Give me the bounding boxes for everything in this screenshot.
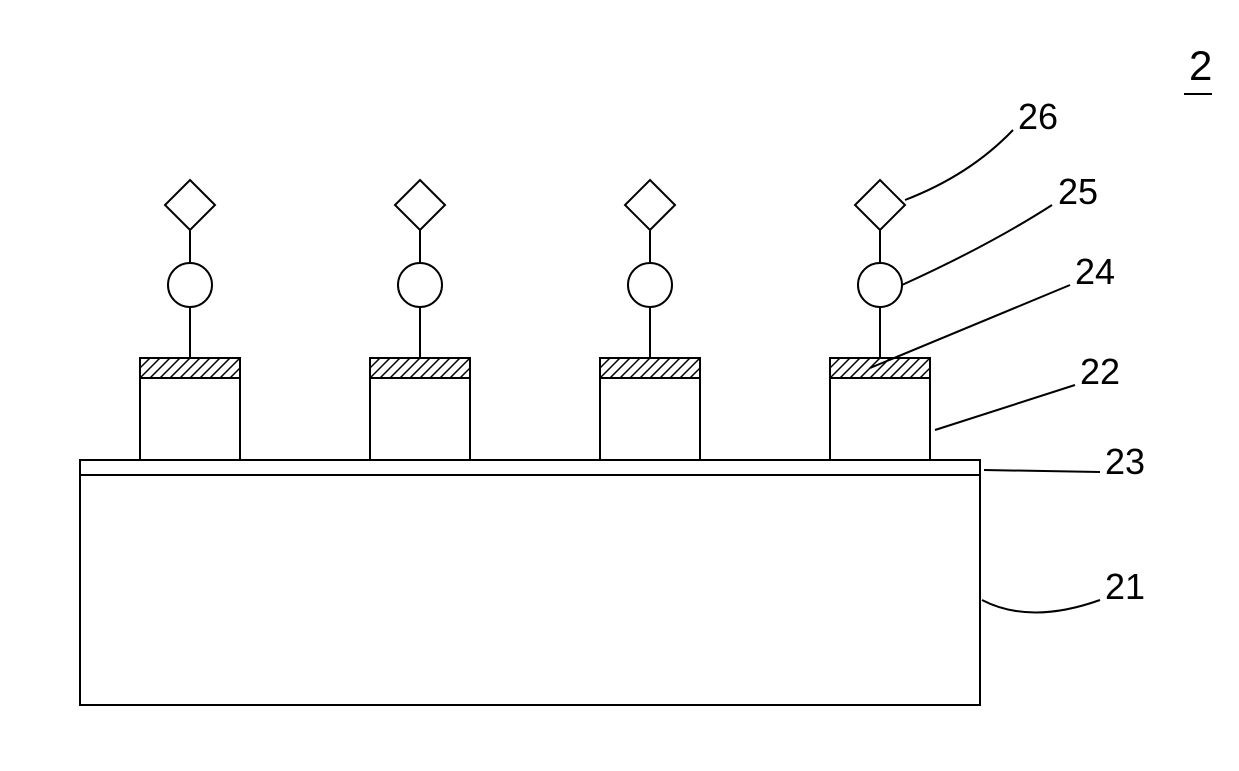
label-22: 22 — [1080, 351, 1120, 392]
label-25: 25 — [1058, 171, 1098, 212]
diamond-node — [625, 180, 675, 230]
leader-line — [905, 130, 1013, 200]
leader-line — [982, 600, 1100, 613]
leader-line — [902, 205, 1052, 285]
diamond-node — [395, 180, 445, 230]
leader-line — [984, 470, 1100, 472]
circle-node — [628, 263, 672, 307]
circle-node — [398, 263, 442, 307]
circle-node — [858, 263, 902, 307]
leader-line — [935, 385, 1075, 430]
label-21: 21 — [1105, 566, 1145, 607]
substrate — [80, 475, 980, 705]
diagram-svg: 2625 24 22 23 21 — [0, 0, 1239, 771]
leader-line — [870, 285, 1070, 368]
label-23: 23 — [1105, 441, 1145, 482]
label-26: 26 — [1018, 96, 1058, 137]
diamond-node — [165, 180, 215, 230]
label-24: 24 — [1075, 251, 1115, 292]
diagram-canvas: 2625 24 22 23 21 2 — [0, 0, 1239, 771]
thin-layer — [80, 460, 980, 475]
diamond-node — [855, 180, 905, 230]
figure-number: 2 — [1189, 42, 1212, 90]
circle-node — [168, 263, 212, 307]
